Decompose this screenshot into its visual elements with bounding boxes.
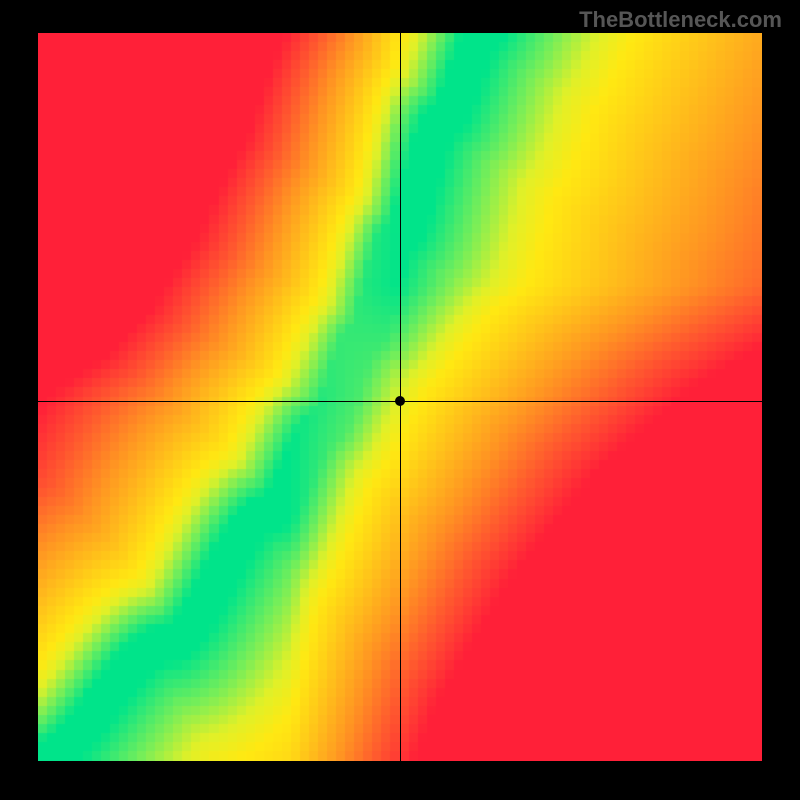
chart-container: TheBottleneck.com: [0, 0, 800, 800]
watermark-text: TheBottleneck.com: [579, 7, 782, 33]
marker-dot: [395, 396, 405, 406]
